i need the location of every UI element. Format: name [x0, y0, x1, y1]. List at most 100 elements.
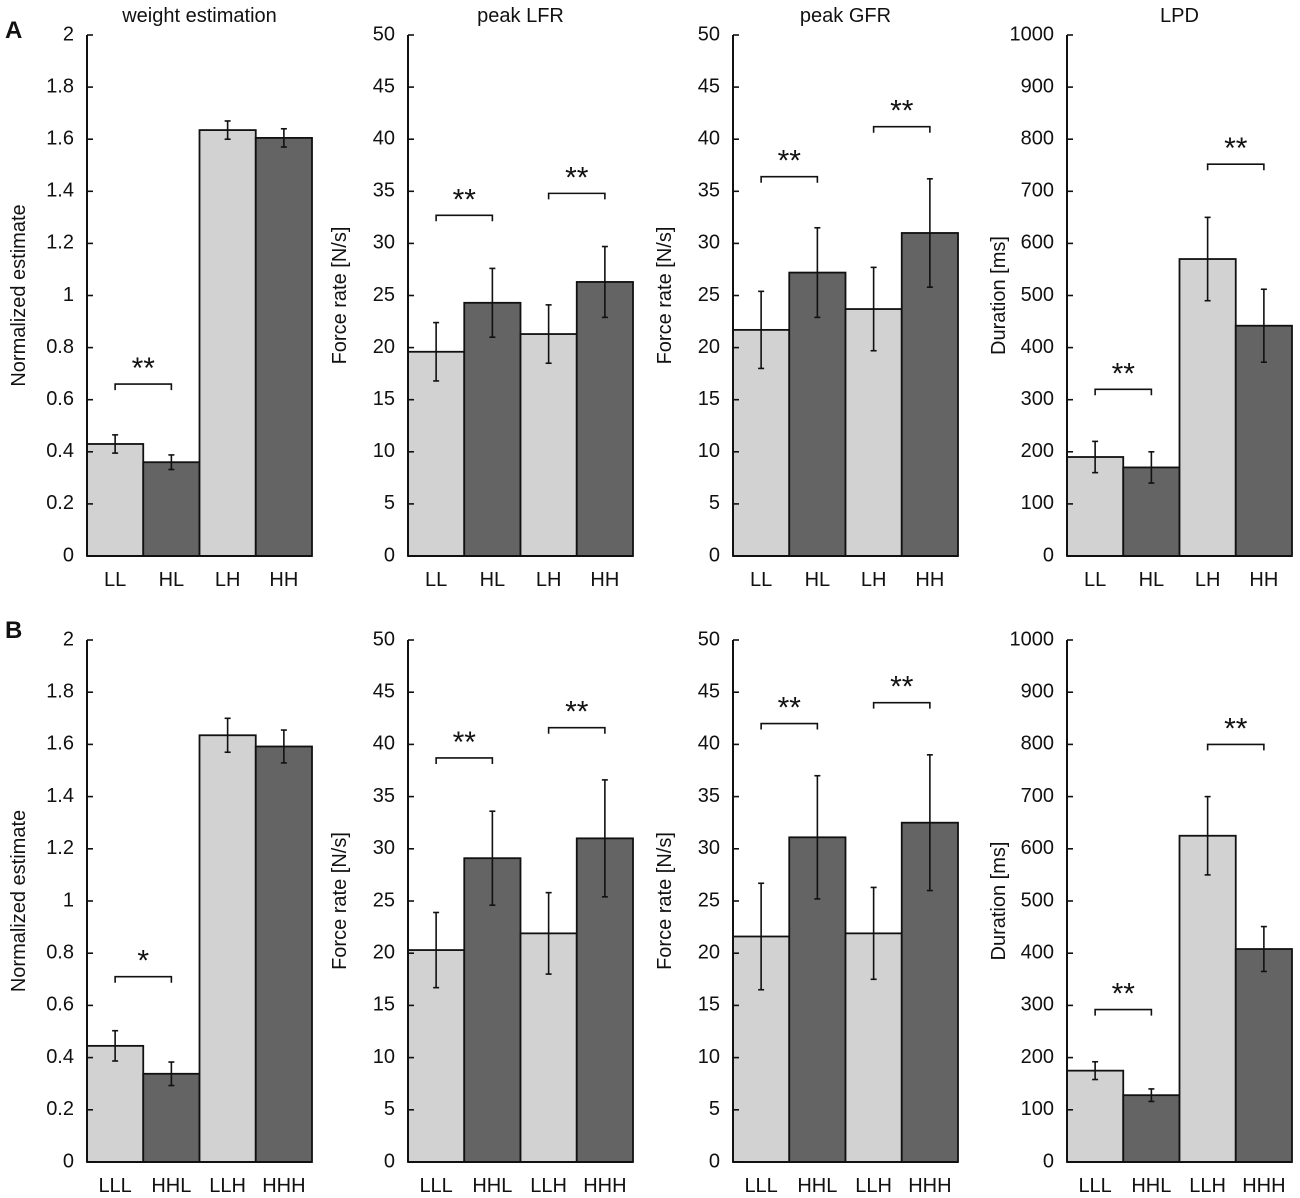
y-tick-label: 35 — [698, 180, 720, 202]
chart-4: 0 0.2 0.4 0.6 0.8 1 1.2 1.4 1.6 1.8 2 LLL HHL LLH HHH N… — [8, 628, 313, 1197]
y-tick-label: 45 — [373, 75, 395, 97]
panel-label-b: B — [5, 617, 22, 644]
bar-HL — [142, 461, 201, 557]
y-axis-label: Normalized estimate — [8, 204, 30, 386]
bar-HHH — [254, 745, 313, 1163]
y-tick-label: 700 — [1021, 180, 1054, 202]
y-tick-label: 0 — [1043, 1150, 1054, 1172]
y-tick-label: 5 — [384, 1098, 395, 1120]
significance-label: * — [137, 945, 149, 978]
y-tick-label: 10 — [373, 440, 395, 462]
error-bar-HL — [489, 267, 496, 338]
y-axis-label: Duration [ms] — [988, 236, 1010, 355]
y-axis-label: Force rate [N/s] — [654, 832, 676, 970]
y-tick-label: 10 — [698, 440, 720, 462]
x-tick-label-HHH: HHH — [583, 1175, 626, 1197]
x-tick-label-HHL: HHL — [472, 1175, 512, 1197]
y-tick-label: 0.2 — [46, 492, 74, 514]
x-tick-label-LH: LH — [1195, 569, 1221, 591]
x-tick-label-LLH: LLH — [855, 1175, 892, 1197]
y-tick-label: 5 — [384, 492, 395, 514]
x-tick-label-LLL: LLL — [1078, 1175, 1111, 1197]
significance-label: ** — [453, 183, 477, 216]
error-bar-LLL — [1092, 1060, 1099, 1081]
y-tick-label: 1 — [63, 284, 74, 306]
significance-bracket — [1094, 1008, 1153, 1016]
y-axis-label: Force rate [N/s] — [329, 832, 351, 970]
y-tick-label: 1.8 — [46, 680, 74, 702]
y-tick-label: 1.2 — [46, 837, 74, 859]
significance-label: ** — [132, 352, 156, 385]
y-tick-label: 30 — [698, 232, 720, 254]
y-tick-label: 20 — [698, 941, 720, 963]
chart-title: weight estimation — [121, 5, 277, 27]
y-tick-label: 1.6 — [46, 733, 74, 755]
error-bar-HHL — [168, 1061, 175, 1087]
bar-LL — [86, 443, 145, 557]
x-tick-label-HHL: HHL — [1131, 1175, 1171, 1197]
y-tick-label: 50 — [698, 628, 720, 650]
y-tick-label: 0.8 — [46, 336, 74, 358]
y-tick-label: 0 — [1043, 544, 1054, 566]
significance-label: ** — [565, 696, 589, 729]
y-tick-label: 2 — [63, 23, 74, 45]
y-tick-label: 700 — [1021, 785, 1054, 807]
y-tick-label: 25 — [698, 284, 720, 306]
bar-HL — [788, 271, 847, 557]
y-tick-label: 900 — [1021, 680, 1054, 702]
bar-LLL — [86, 1044, 145, 1163]
x-tick-label-HHH: HHH — [908, 1175, 951, 1197]
chart-0: 0 0.2 0.4 0.6 0.8 1 1.2 1.4 1.6 1.8 2 LL HL LH HH Norma… — [8, 5, 313, 591]
y-tick-label: 20 — [373, 336, 395, 358]
y-tick-label: 35 — [373, 180, 395, 202]
error-bar-LLL — [433, 911, 440, 989]
bar-HH — [1234, 324, 1293, 557]
y-tick-label: 1 — [63, 889, 74, 911]
x-tick-label-LLL: LLL — [98, 1175, 131, 1197]
x-tick-label-HHH: HHH — [1242, 1175, 1285, 1197]
error-bar-LLH — [870, 886, 877, 981]
error-bar-LL — [758, 290, 765, 370]
chart-title: peak LFR — [477, 5, 564, 27]
significance-0: * — [114, 945, 173, 983]
significance-label: ** — [1112, 357, 1136, 390]
error-bar-LLH — [545, 891, 552, 975]
bar-HHL — [1122, 1094, 1181, 1163]
chart-5: 0 5 10 15 20 25 30 35 40 45 50 LLL HHL LLH HHH Force ra… — [329, 628, 634, 1197]
panel-label-a: A — [5, 17, 22, 44]
y-tick-label: 0.4 — [46, 1046, 74, 1068]
y-tick-label: 35 — [698, 785, 720, 807]
significance-label: ** — [1224, 132, 1248, 165]
error-bar-HHL — [489, 810, 496, 906]
significance-label: ** — [890, 95, 914, 128]
y-tick-label: 40 — [698, 733, 720, 755]
error-bar-LH — [224, 120, 231, 140]
y-tick-label: 30 — [698, 837, 720, 859]
x-tick-label-HHH: HHH — [262, 1175, 305, 1197]
bar-LLL — [1066, 1069, 1125, 1163]
y-tick-label: 15 — [698, 388, 720, 410]
y-tick-label: 900 — [1021, 75, 1054, 97]
x-tick-label-LL: LL — [425, 569, 447, 591]
y-tick-label: 0.4 — [46, 440, 74, 462]
x-tick-label-HL: HL — [805, 569, 831, 591]
significance-1: ** — [872, 671, 931, 709]
y-tick-label: 45 — [373, 680, 395, 702]
significance-bracket — [1206, 743, 1265, 751]
error-bar-HHL — [814, 774, 821, 900]
error-bar-HH — [926, 177, 933, 288]
y-tick-label: 600 — [1021, 837, 1054, 859]
error-bar-HHH — [601, 779, 608, 898]
significance-bracket — [760, 175, 819, 183]
x-tick-label-HL: HL — [480, 569, 506, 591]
y-tick-label: 2 — [63, 628, 74, 650]
bar-HHL — [463, 857, 522, 1163]
y-tick-label: 0 — [384, 1150, 395, 1172]
error-bar-HL — [168, 454, 175, 471]
y-tick-label: 500 — [1021, 889, 1054, 911]
y-tick-label: 0.2 — [46, 1098, 74, 1120]
y-tick-label: 40 — [698, 127, 720, 149]
error-bar-HH — [601, 245, 608, 319]
y-tick-label: 45 — [698, 75, 720, 97]
y-tick-label: 0 — [709, 544, 720, 566]
